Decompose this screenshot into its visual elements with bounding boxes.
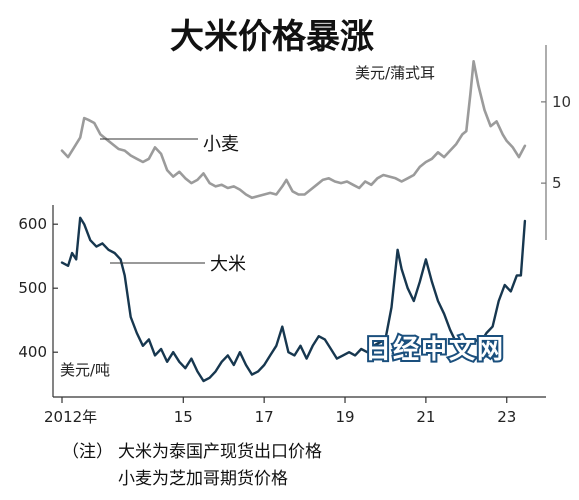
series-group [60, 59, 527, 383]
x-tick-label-2015: 15 [174, 408, 193, 426]
x-tick-label-2021: 21 [416, 408, 435, 426]
x-tick-label-2019: 19 [335, 408, 354, 426]
series-line-wheat [60, 59, 527, 200]
wheat-label: 小麦 [203, 134, 239, 155]
left-tick-label-400: 400 [18, 343, 47, 361]
note-prefix: （注） [62, 442, 113, 462]
right-axis-unit: 美元/蒲式耳 [355, 64, 435, 82]
right-axis: 5 10 [541, 45, 571, 240]
x-tick-label-2023: 23 [497, 408, 516, 426]
left-axis-unit: 美元/吨 [60, 361, 110, 379]
left-tick-label-500: 500 [18, 279, 47, 297]
right-tick-label-10: 10 [552, 93, 571, 111]
x-tick-label-2017: 17 [255, 408, 274, 426]
note-wheat: 小麦为芝加哥期货价格 [118, 469, 288, 489]
left-axis: 400 500 600 [18, 205, 58, 397]
chart-title: 大米价格暴涨 [170, 17, 374, 57]
left-tick-label-600: 600 [18, 215, 47, 233]
note-rice: 大米为泰国产现货出口价格 [118, 442, 322, 462]
rice-label: 大米 [210, 254, 246, 275]
x-axis: 2012年 15 17 19 21 23 [44, 396, 546, 426]
x-tick-label-2012: 2012年 [44, 408, 97, 426]
series-line-rice [60, 216, 527, 383]
right-tick-label-5: 5 [552, 174, 562, 192]
watermark: 日经中文网 [365, 334, 505, 365]
